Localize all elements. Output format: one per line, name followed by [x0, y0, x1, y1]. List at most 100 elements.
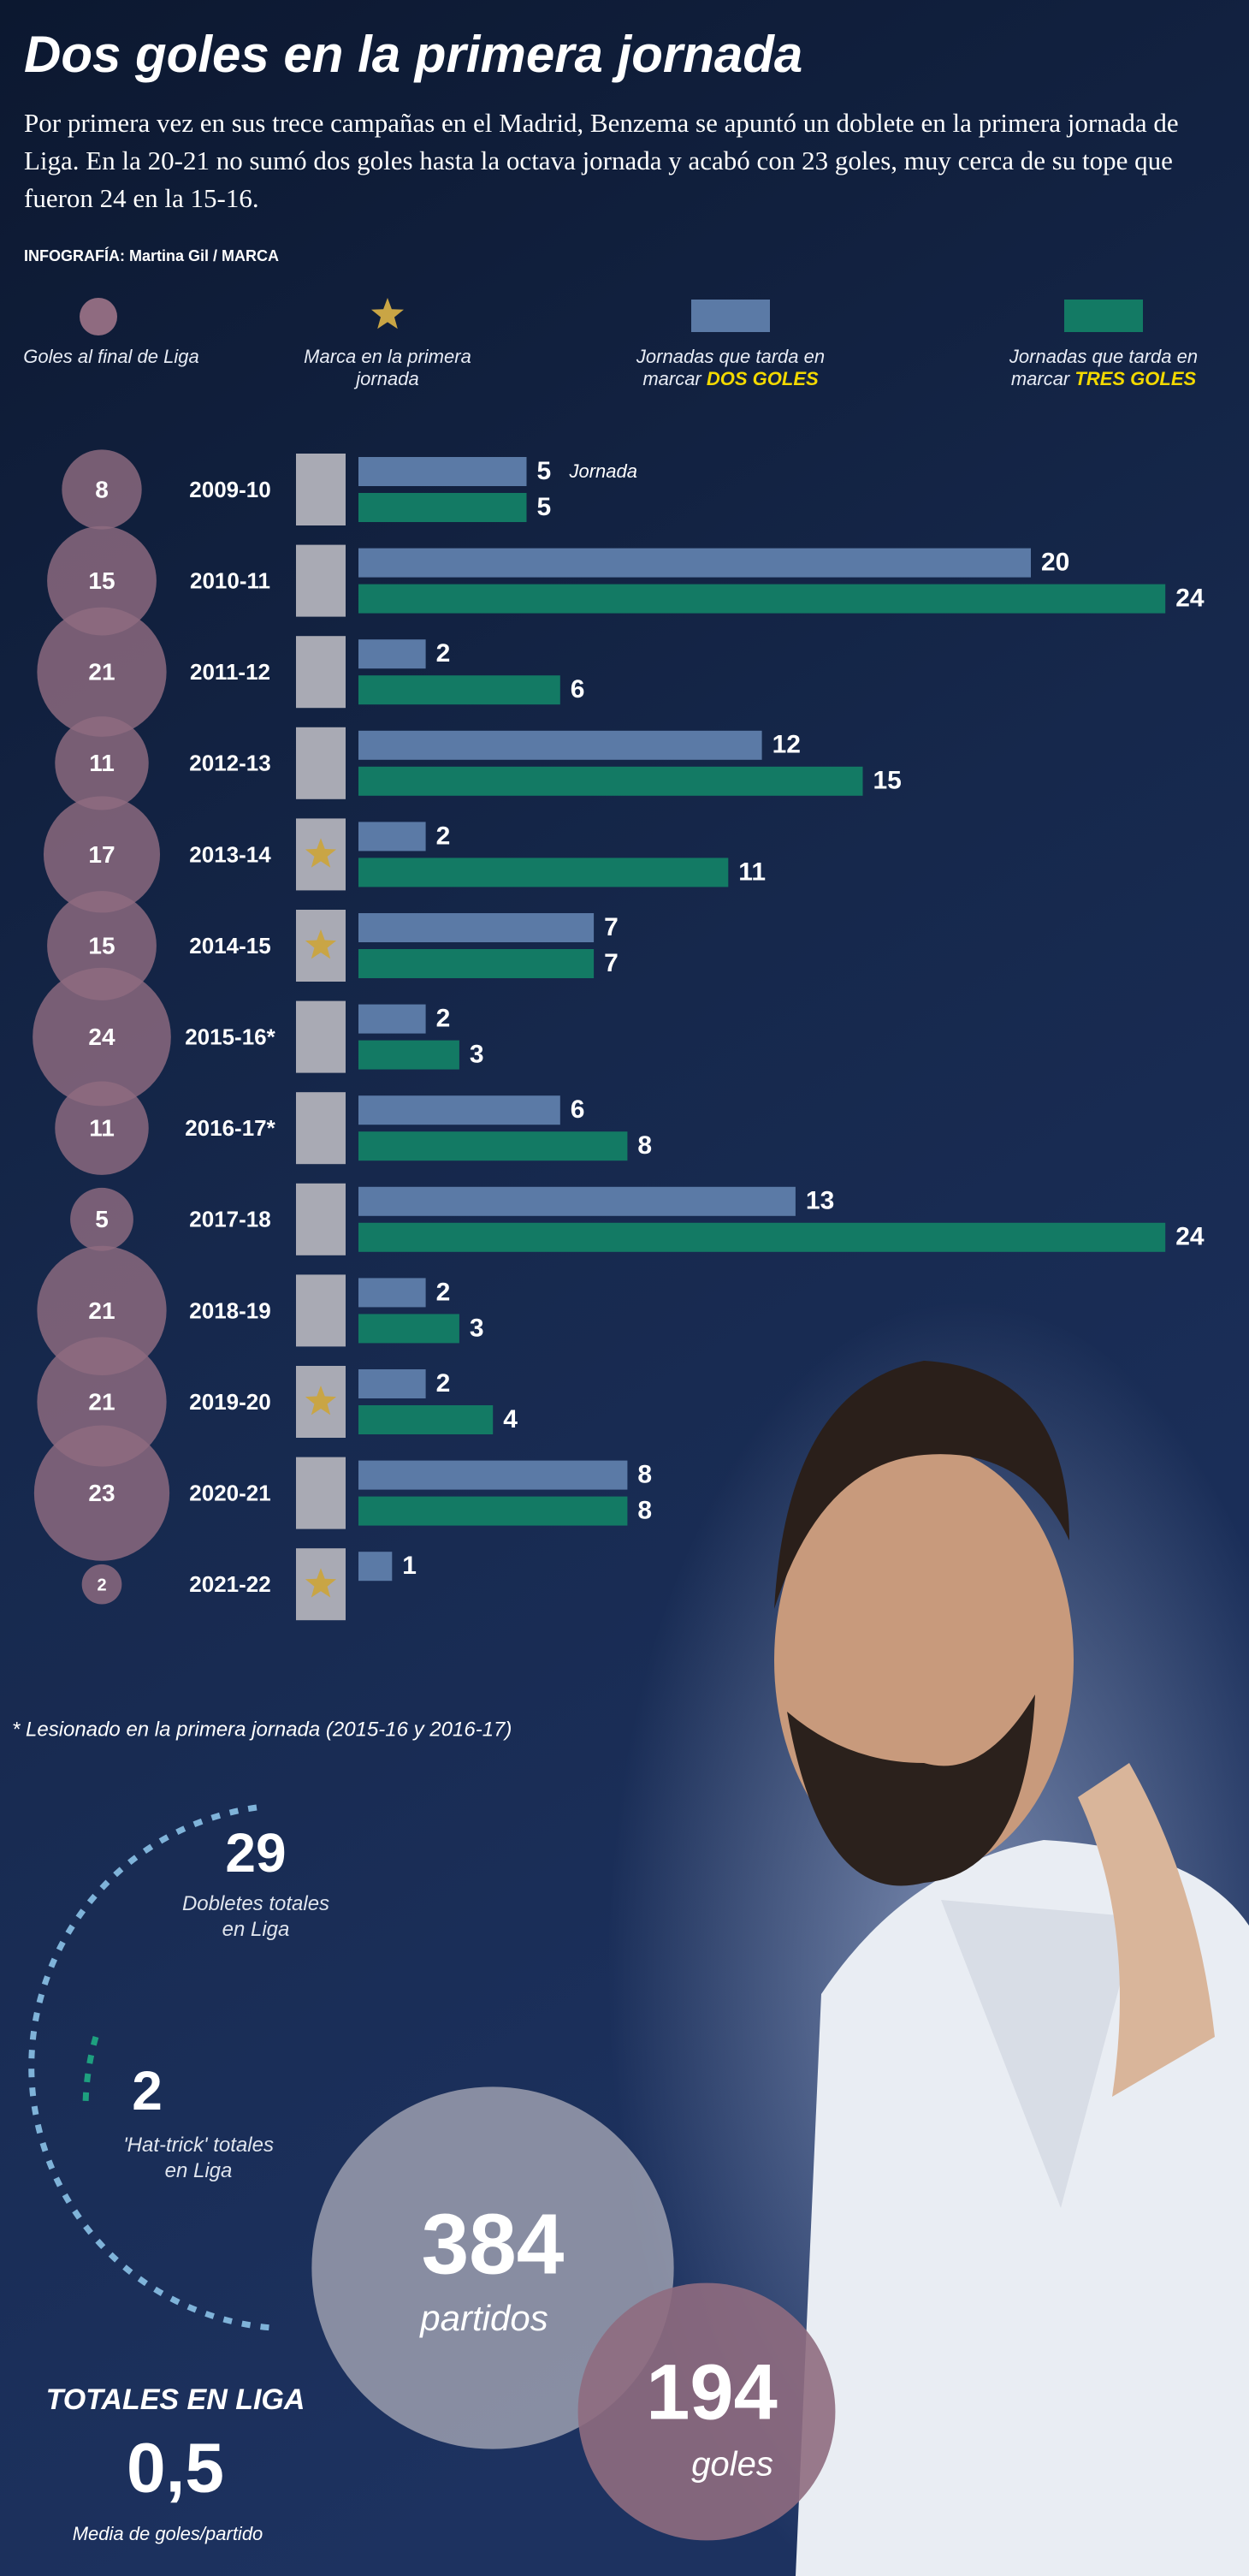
value-label: 8 [637, 1461, 652, 1489]
legend-goals-icon [80, 298, 117, 335]
legend-series: Jornadas que tarda en marcar DOS GOLES [632, 346, 829, 390]
value-label: 2 [436, 822, 451, 850]
legend-swatch [1064, 300, 1143, 332]
goals-label: 2 [97, 1576, 106, 1594]
bar [358, 675, 560, 705]
bar [358, 1369, 426, 1398]
intro: Por primera vez en sus trece campañas en… [24, 108, 1179, 213]
value-label: 8 [637, 1131, 652, 1160]
legend-series: Jornadas que tarda en marcar TRES GOLES [1005, 346, 1202, 390]
bar [358, 766, 863, 796]
bar [358, 1222, 1166, 1252]
value-label: 1 [402, 1552, 417, 1580]
title: Dos goles en la primera jornada [24, 26, 802, 83]
value-label: 2 [436, 1369, 451, 1398]
goals-bubble [47, 891, 157, 1000]
season-label: 2019-20 [189, 1389, 270, 1415]
value-label: 3 [470, 1314, 484, 1342]
average-label: Media de goles/partido [73, 2523, 263, 2544]
player-photo [607, 1301, 1249, 2576]
first-matchday-box [296, 1457, 346, 1529]
goals-label: 11 [89, 1115, 115, 1142]
bar [358, 1278, 426, 1308]
value-label: 6 [571, 1095, 585, 1124]
value-label: 2 [436, 1278, 451, 1306]
goals-label: 15 [88, 932, 115, 959]
bar [358, 493, 527, 522]
credit: INFOGRAFÍA: Martina Gil / MARCA [24, 246, 279, 264]
bar [358, 584, 1166, 614]
bar [358, 457, 527, 486]
hat-trick-label: 'Hat-trick' totales en Liga [123, 2134, 274, 2182]
value-label: 4 [503, 1405, 518, 1433]
goals-label: 15 [88, 567, 115, 594]
first-matchday-star [305, 929, 337, 959]
goals-bubble [33, 967, 171, 1107]
matches-value: 384 [422, 2196, 565, 2292]
goals-bubble [81, 1564, 122, 1605]
goals-label: 17 [88, 841, 115, 868]
first-matchday-star [305, 1386, 337, 1416]
value-label: 20 [1041, 549, 1069, 577]
value-label: 5 [537, 457, 552, 485]
footnote: * Lesionado en la primera jornada (2015-… [12, 1718, 512, 1741]
goals-total-value: 194 [646, 2348, 778, 2436]
totals-heading: TOTALES EN LIGA [46, 2383, 305, 2416]
first-matchday-box [296, 454, 346, 525]
legend-text: Jornadas que tarda en marcar [636, 346, 826, 389]
first-matchday-box [296, 544, 346, 617]
annotation: Jornada [569, 460, 638, 482]
legend-highlight: TRES GOLES [1074, 368, 1197, 389]
goals-label: 21 [88, 1297, 115, 1324]
legend-highlight: DOS GOLES [706, 368, 819, 389]
dashed-arc [28, 1804, 273, 2331]
bar [358, 639, 426, 669]
value-label: 6 [571, 675, 585, 703]
value-label: 2 [436, 1005, 451, 1033]
goals-bubble [43, 796, 161, 913]
first-matchday-box [296, 636, 346, 709]
goals-total-bubble [577, 2282, 836, 2541]
season-label: 2014-15 [189, 933, 270, 959]
first-matchday-star [305, 1568, 337, 1598]
doubles-value: 29 [225, 1822, 286, 1884]
value-label: 3 [470, 1041, 484, 1069]
season-label: 2010-11 [190, 567, 270, 593]
bar [358, 1460, 628, 1490]
season-label: 2017-18 [189, 1207, 270, 1232]
goals-label: 5 [95, 1206, 109, 1232]
goals-label: 11 [89, 750, 115, 776]
season-label: 2012-13 [189, 751, 270, 776]
season-label: 2015-16* [185, 1024, 275, 1049]
goals-bubble [47, 525, 157, 636]
bar [358, 858, 729, 887]
value-label: 5 [537, 493, 552, 521]
value-label: 11 [738, 858, 766, 886]
matches-bubble [311, 2086, 674, 2449]
legend-swatch [691, 300, 770, 332]
season-label: 2009-10 [189, 477, 270, 502]
hat-trick-arc [82, 2036, 99, 2106]
bar [358, 1496, 628, 1526]
bar [358, 822, 426, 852]
value-label: 24 [1175, 585, 1205, 613]
goals-label: 23 [88, 1480, 115, 1506]
legend-first-matchday: Marca en la primera jornada [289, 346, 486, 390]
matches-label: partidos [418, 2298, 548, 2338]
goals-bubble [37, 1245, 167, 1376]
value-label: 13 [806, 1187, 834, 1215]
first-matchday-box [296, 727, 346, 799]
value-label: 8 [637, 1497, 652, 1525]
bar [358, 913, 595, 942]
value-label: 2 [436, 639, 451, 668]
bar [358, 548, 1031, 578]
value-label: 24 [1175, 1223, 1205, 1251]
goals-bubble [37, 607, 167, 737]
legend-goals: Goles al final de Liga [13, 346, 210, 368]
first-matchday-box [296, 1092, 346, 1165]
goals-bubble [55, 1081, 149, 1175]
legend-text: Goles al final de Liga [23, 346, 199, 367]
bar [358, 1314, 459, 1344]
season-label: 2011-12 [190, 659, 270, 685]
legend-text: Marca en la primera jornada [304, 346, 471, 389]
